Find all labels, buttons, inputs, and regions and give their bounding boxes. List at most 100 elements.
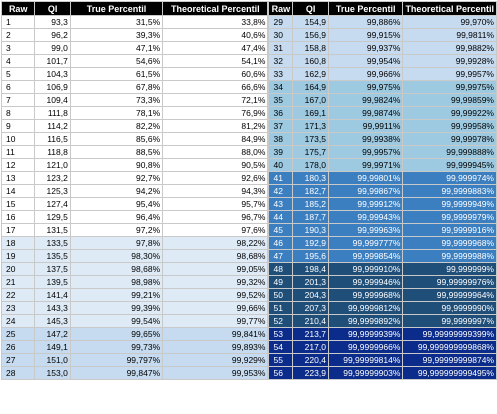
cell-true-percentil: 99,847% [69, 366, 164, 380]
cell-theoretical-percentil: 40,6% [162, 28, 269, 42]
cell-theoretical-percentil: 99,99978% [402, 132, 497, 146]
cell-theoretical-percentil: 99,9999968% [402, 236, 497, 250]
cell-theoretical-percentil: 99,99922% [402, 106, 497, 120]
cell-theoretical-percentil: 99,9999988% [402, 249, 497, 263]
cell-raw: 1 [0, 15, 36, 29]
table-row: 15 127,4 95,4% 95,7% [0, 197, 269, 211]
cell-raw: 52 [268, 314, 294, 328]
table-row: 44 187,7 99,99943% 99,9999979% [268, 210, 497, 224]
cell-theoretical-percentil: 99,99999999399% [402, 327, 497, 341]
cell-theoretical-percentil: 99,9999990% [402, 301, 497, 315]
cell-theoretical-percentil: 94,3% [162, 184, 269, 198]
cell-theoretical-percentil: 92,6% [162, 171, 269, 185]
cell-theoretical-percentil: 99,32% [162, 275, 269, 289]
cell-raw: 18 [0, 236, 36, 250]
table-row: 41 180,3 99,99801% 99,999974% [268, 171, 497, 185]
cell-raw: 50 [268, 288, 294, 302]
cell-true-percentil: 99,9999892% [327, 314, 404, 328]
table-row: 21 139,5 98,98% 99,32% [0, 275, 269, 289]
header-raw: Raw [0, 1, 36, 16]
cell-raw: 45 [268, 223, 294, 237]
cell-raw: 14 [0, 184, 36, 198]
cell-theoretical-percentil: 99,999945% [402, 158, 497, 172]
cell-qi: 125,3 [34, 184, 71, 198]
cell-theoretical-percentil: 99,9811% [402, 28, 497, 42]
cell-true-percentil: 99,966% [327, 67, 404, 81]
cell-theoretical-percentil: 54,1% [162, 54, 269, 68]
cell-raw: 56 [268, 366, 294, 380]
cell-theoretical-percentil: 99,9928% [402, 54, 497, 68]
cell-true-percentil: 99,9957% [327, 145, 404, 159]
cell-raw: 36 [268, 106, 294, 120]
table-row: 19 135,5 98,30% 98,68% [0, 249, 269, 263]
cell-qi: 116,5 [34, 132, 71, 146]
cell-true-percentil: 39,3% [69, 28, 164, 42]
cell-true-percentil: 98,98% [69, 275, 164, 289]
cell-raw: 5 [0, 67, 36, 81]
cell-theoretical-percentil: 99,99958% [402, 119, 497, 133]
table-row: 48 198,4 99,999910% 99,999999% [268, 262, 497, 276]
cell-qi: 111,8 [34, 106, 71, 120]
table-row: 45 190,3 99,99963% 99,9999916% [268, 223, 497, 237]
cell-raw: 6 [0, 80, 36, 94]
cell-theoretical-percentil: 99,9999949% [402, 197, 497, 211]
table-row: 10 116,5 85,6% 84,9% [0, 132, 269, 146]
table-row: 29 154,9 99,886% 99,970% [268, 15, 497, 29]
cell-raw: 54 [268, 340, 294, 354]
cell-theoretical-percentil: 99,66% [162, 301, 269, 315]
cell-theoretical-percentil: 96,7% [162, 210, 269, 224]
cell-true-percentil: 92,7% [69, 171, 164, 185]
cell-raw: 11 [0, 145, 36, 159]
cell-theoretical-percentil: 60,6% [162, 67, 269, 81]
table-row: 36 169,1 99,9874% 99,99922% [268, 106, 497, 120]
cell-theoretical-percentil: 81,2% [162, 119, 269, 133]
cell-raw: 4 [0, 54, 36, 68]
table-row: 28 153,0 99,847% 99,953% [0, 366, 269, 380]
header-row: Raw QI True Percentil Theoretical Percen… [268, 1, 497, 16]
table-row: 30 156,9 99,915% 99,9811% [268, 28, 497, 42]
cell-raw: 9 [0, 119, 36, 133]
cell-true-percentil: 99,9999939% [327, 327, 404, 341]
cell-qi: 195,6 [292, 249, 329, 263]
table-row: 18 133,5 97,8% 98,22% [0, 236, 269, 250]
cell-theoretical-percentil: 76,9% [162, 106, 269, 120]
cell-qi: 153,0 [34, 366, 71, 380]
cell-theoretical-percentil: 99,99999999874% [402, 353, 497, 367]
cell-qi: 167,0 [292, 93, 329, 107]
cell-raw: 51 [268, 301, 294, 315]
table-row: 17 131,5 97,2% 97,6% [0, 223, 269, 237]
cell-true-percentil: 99,99943% [327, 210, 404, 224]
cell-qi: 162,9 [292, 67, 329, 81]
cell-qi: 106,9 [34, 80, 71, 94]
cell-qi: 223,9 [292, 366, 329, 380]
cell-theoretical-percentil: 99,841% [162, 327, 269, 341]
cell-raw: 43 [268, 197, 294, 211]
table-row: 34 164,9 99,975% 99,9975% [268, 80, 497, 94]
cell-qi: 149,1 [34, 340, 71, 354]
cell-raw: 10 [0, 132, 36, 146]
cell-qi: 141,4 [34, 288, 71, 302]
cell-raw: 38 [268, 132, 294, 146]
cell-raw: 19 [0, 249, 36, 263]
cell-raw: 29 [268, 15, 294, 29]
cell-true-percentil: 82,2% [69, 119, 164, 133]
cell-qi: 164,9 [292, 80, 329, 94]
cell-theoretical-percentil: 99,999999999495% [402, 366, 497, 380]
table-row: 8 111,8 78,1% 76,9% [0, 106, 269, 120]
cell-qi: 93,3 [34, 15, 71, 29]
cell-theoretical-percentil: 99,999999999868% [402, 340, 497, 354]
cell-raw: 16 [0, 210, 36, 224]
cell-true-percentil: 88,5% [69, 145, 164, 159]
cell-qi: 139,5 [34, 275, 71, 289]
cell-theoretical-percentil: 99,9999883% [402, 184, 497, 198]
table-row: 35 167,0 99,9824% 99,99859% [268, 93, 497, 107]
right-table-body: 29 154,9 99,886% 99,970% 30 156,9 99,915% 99,98… [268, 15, 497, 380]
cell-true-percentil: 99,797% [69, 353, 164, 367]
table-row: 9 114,2 82,2% 81,2% [0, 119, 269, 133]
cell-true-percentil: 95,4% [69, 197, 164, 211]
cell-theoretical-percentil: 99,9999979% [402, 210, 497, 224]
table-row: 16 129,5 96,4% 96,7% [0, 210, 269, 224]
cell-qi: 213,7 [292, 327, 329, 341]
cell-true-percentil: 99,999968% [327, 288, 404, 302]
table-row: 23 143,3 99,39% 99,66% [0, 301, 269, 315]
